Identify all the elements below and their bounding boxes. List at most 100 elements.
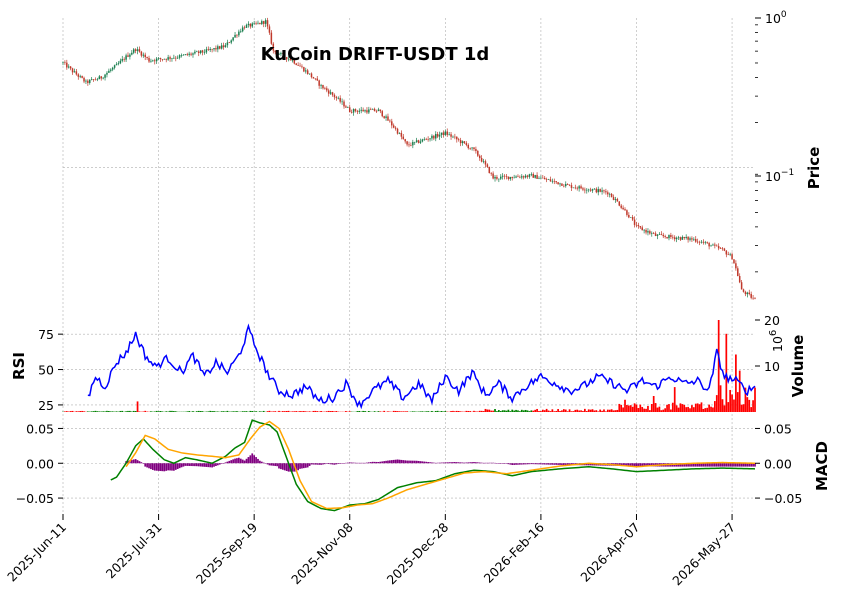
macd-hist-bar-123 <box>297 463 299 471</box>
candle-body-204 <box>452 136 454 138</box>
volume-bar-77 <box>209 410 212 412</box>
volume-bar-265 <box>568 409 571 412</box>
volume-bar-72 <box>199 411 202 412</box>
macd-hist-bar-139 <box>327 463 330 465</box>
volume-bar-241 <box>522 410 525 412</box>
macd-hist-bar-255 <box>549 463 552 465</box>
candle-body-45 <box>148 57 150 62</box>
candle-body-64 <box>184 54 187 55</box>
volume-bar-226 <box>494 409 496 412</box>
candle-body-134 <box>318 80 320 86</box>
volume-bar-254 <box>547 410 550 412</box>
candle-body-139 <box>327 90 330 94</box>
candle-body-177 <box>400 132 403 137</box>
macd-hist-bar-63 <box>182 463 185 467</box>
macd-hist-bar-112 <box>276 463 278 467</box>
candle-body-347 <box>725 250 728 255</box>
candle-body-22 <box>104 74 106 78</box>
candle-body-111 <box>274 50 276 53</box>
macd-hist-bar-247 <box>534 463 537 465</box>
volume-bar-354 <box>738 370 741 412</box>
macd-hist-bar-325 <box>683 463 686 467</box>
candle-body-280 <box>597 189 600 193</box>
volume-bar-233 <box>507 409 510 412</box>
candle-body-4 <box>69 66 72 69</box>
macd-hist-bar-54 <box>165 463 168 471</box>
macd-right-tick-label-3: −0.05 <box>764 491 802 506</box>
candle-body-294 <box>624 209 626 211</box>
candle-body-317 <box>668 235 670 239</box>
candle-body-360 <box>750 293 752 298</box>
macd-hist-bar-62 <box>180 463 183 468</box>
macd-hist-bar-338 <box>708 463 710 467</box>
macd-hist-bar-337 <box>706 463 709 467</box>
candle-body-259 <box>557 182 559 185</box>
volume-bar-57 <box>171 410 173 412</box>
volume-bar-253 <box>545 408 548 412</box>
candle-body-28 <box>115 64 118 66</box>
candle-body-50 <box>157 58 160 59</box>
volume-bar-360 <box>750 407 753 412</box>
candle-body-101 <box>255 23 257 24</box>
macd-hist-bar-249 <box>538 463 540 465</box>
volume-bar-28 <box>115 411 118 412</box>
volume-bar-65 <box>186 411 189 412</box>
candle-body-104 <box>261 21 263 24</box>
candle-body-332 <box>696 241 699 243</box>
candle-body-315 <box>664 236 666 237</box>
candle-body-189 <box>423 139 426 140</box>
candle-body-206 <box>456 136 458 140</box>
volume-bar-306 <box>647 405 649 412</box>
volume-bar-339 <box>710 406 712 412</box>
volume-bar-7 <box>75 411 78 412</box>
macd-hist-bar-169 <box>385 460 387 464</box>
candle-body-14 <box>88 79 91 83</box>
macd-hist-bar-293 <box>622 463 624 466</box>
volume-bar-56 <box>169 410 171 412</box>
macd-hist-bar-207 <box>457 462 460 464</box>
candle-body-262 <box>563 185 565 187</box>
macd-hist-bar-109 <box>270 463 273 466</box>
macd-hist-bar-346 <box>723 463 726 467</box>
volume-bar-261 <box>561 410 563 412</box>
macd-hist-bar-217 <box>476 462 479 464</box>
candle-body-321 <box>675 237 678 240</box>
candle-body-306 <box>647 231 649 233</box>
macd-hist-bar-302 <box>639 463 642 467</box>
volume-bar-326 <box>685 407 688 412</box>
volume-bar-328 <box>689 408 691 412</box>
volume-bar-301 <box>637 408 640 412</box>
macd-hist-bar-297 <box>629 463 632 467</box>
candle-body-99 <box>251 23 254 27</box>
candle-body-255 <box>549 179 552 182</box>
candle-body-297 <box>629 217 632 218</box>
macd-hist-bar-351 <box>733 463 735 467</box>
candle-body-135 <box>320 85 322 86</box>
volume-bar-250 <box>540 411 542 412</box>
candle-body-327 <box>687 236 689 240</box>
volume-bar-207 <box>457 410 460 412</box>
macd-hist-bar-101 <box>255 457 257 464</box>
macd-hist-bar-214 <box>471 462 473 464</box>
candle-body-65 <box>186 54 189 55</box>
candle-body-62 <box>180 55 183 56</box>
candle-body-66 <box>188 53 190 55</box>
macd-hist-bar-68 <box>192 463 194 467</box>
macd-hist-bar-177 <box>400 459 403 464</box>
macd-hist-bar-245 <box>530 463 533 465</box>
candle-body-308 <box>651 233 653 234</box>
macd-hist-bar-190 <box>425 461 428 464</box>
macd-hist-bar-161 <box>369 462 372 464</box>
macd-hist-bar-55 <box>167 463 169 471</box>
volume-bar-79 <box>213 411 215 412</box>
volume-bar-208 <box>459 411 462 412</box>
volume-bar-297 <box>629 405 632 412</box>
macd-hist-bar-162 <box>371 461 374 464</box>
candle-body-36 <box>131 52 133 55</box>
macd-hist-bar-298 <box>631 463 634 467</box>
candle-body-233 <box>507 176 510 179</box>
volume-bar-113 <box>278 410 280 412</box>
candle-body-322 <box>677 237 680 238</box>
volume-bar-359 <box>748 399 751 412</box>
candle-body-253 <box>545 179 548 180</box>
